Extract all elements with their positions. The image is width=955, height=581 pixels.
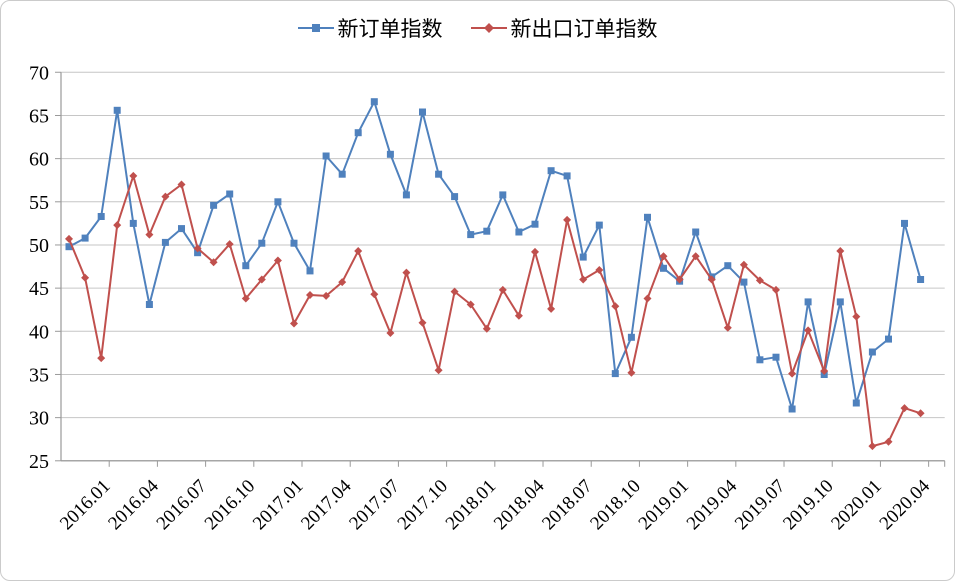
x-tick-label: 2016.01: [56, 476, 115, 535]
x-tick-label: 2017.10: [394, 476, 453, 535]
y-tick-label: 50: [29, 235, 49, 257]
y-tick-label: 45: [29, 278, 49, 300]
x-tick-label: 2016.04: [104, 475, 163, 534]
y-tick-label: 25: [29, 451, 49, 473]
x-tick-label: 2018.01: [442, 476, 501, 535]
x-tick-label: 2018.07: [538, 476, 597, 535]
x-tick-label: 2018.04: [490, 475, 549, 534]
x-tick-label: 2017.04: [297, 475, 356, 534]
y-tick-label: 65: [29, 105, 49, 127]
legend-item-new-export-orders: 新出口订单指数: [470, 13, 658, 43]
red-diamond-marker-icon: [470, 23, 507, 33]
y-tick-label: 70: [29, 62, 49, 84]
series-line-square: [68, 100, 922, 410]
x-tick-label: 2019.07: [731, 476, 790, 535]
x-tick-label: 2016.10: [201, 476, 260, 535]
x-tick-label: 2018.10: [586, 476, 645, 535]
legend-item-new-orders: 新订单指数: [297, 13, 443, 43]
legend-label-new-export-orders: 新出口订单指数: [510, 17, 658, 41]
x-tick-label: 2020.01: [827, 476, 886, 535]
y-tick-label: 60: [29, 149, 49, 171]
series-line-diamond: [68, 174, 921, 448]
x-tick-label: 2019.01: [635, 476, 694, 535]
y-tick-label: 30: [29, 408, 49, 430]
y-tick-label: 35: [29, 364, 49, 386]
x-tick-label: 2016.07: [153, 476, 212, 535]
x-tick-label: 2019.04: [683, 475, 742, 534]
x-tick-label: 2020.04: [876, 475, 935, 534]
y-tick-label: 40: [29, 321, 49, 343]
x-tick-label: 2017.07: [345, 476, 404, 535]
legend-label-new-orders: 新订单指数: [337, 17, 443, 41]
chart-legend: 新订单指数 新出口订单指数: [1, 13, 954, 43]
x-tick-label: 2017.01: [249, 476, 308, 535]
x-tick-label: 2019.10: [779, 476, 838, 535]
blue-square-marker-icon: [297, 24, 334, 32]
y-tick-label: 55: [29, 192, 49, 214]
